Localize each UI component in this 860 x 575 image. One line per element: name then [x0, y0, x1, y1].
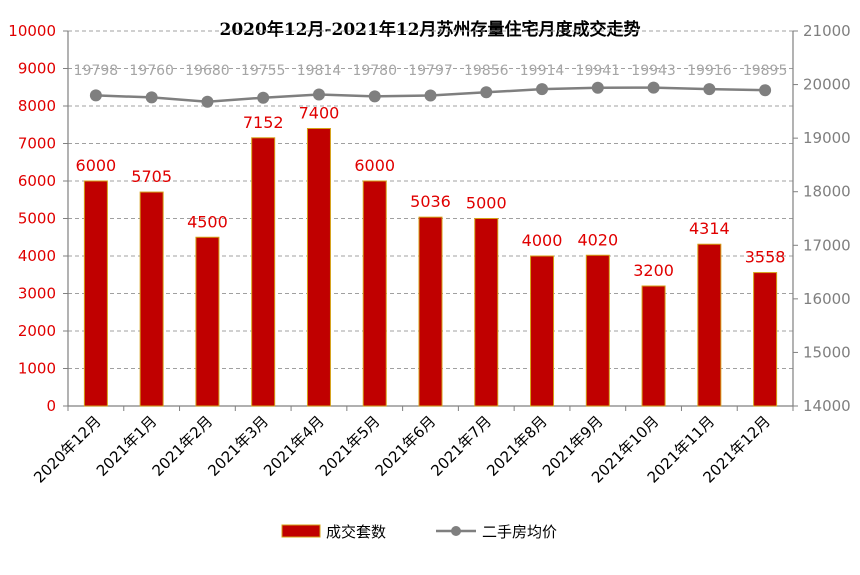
bar-value-label: 5705 [131, 167, 172, 186]
y-left-tick-label: 2000 [18, 322, 56, 340]
line-value-label: 19943 [631, 63, 676, 79]
line-point [480, 86, 493, 99]
data-labels: 6000 5705 4500 7152 7400 6000 5036 5000 4000 4020… [74, 63, 788, 280]
bar [362, 180, 387, 407]
line-point [312, 88, 325, 101]
line-point [89, 89, 102, 102]
chart-title: 2020年12月-2021年12月苏州存量住宅月度成交走势 [220, 19, 641, 40]
y-left-tick-label: 8000 [18, 97, 56, 115]
y-left-tick-label: 9000 [18, 60, 56, 78]
bar-value-label: 6000 [354, 156, 395, 175]
bar-value-label: 3200 [633, 261, 674, 280]
bar [530, 255, 555, 407]
line-value-label: 19760 [129, 63, 174, 79]
line-point [368, 90, 381, 103]
y-right-tick-label: 18000 [803, 183, 851, 201]
line-value-label: 19798 [74, 63, 119, 79]
bar-value-label: 5000 [466, 194, 507, 213]
bar-value-label: 4500 [187, 212, 228, 231]
y-left-tick-label: 10000 [8, 22, 56, 40]
legend-swatch-bar [281, 524, 321, 538]
y-right-tick-label: 21000 [803, 22, 851, 40]
line-value-label: 19755 [241, 63, 286, 79]
bar [697, 243, 722, 407]
y-right-tick-label: 17000 [803, 236, 851, 254]
y-left-tick-label: 5000 [18, 210, 56, 228]
bar [585, 254, 610, 407]
y-left-tick-label: 3000 [18, 285, 56, 303]
bar-value-label: 7400 [299, 104, 340, 123]
bar-value-label: 3558 [745, 248, 786, 267]
y-right-tick-label: 19000 [803, 129, 851, 147]
bar-value-label: 5036 [410, 192, 451, 211]
bar [251, 137, 276, 407]
y-left-tick-label: 4000 [18, 247, 56, 265]
bar [306, 128, 331, 407]
bar-value-label: 4000 [522, 231, 563, 250]
line-point [536, 83, 549, 96]
bar-series [83, 128, 778, 407]
y-left-tick-label: 1000 [18, 360, 56, 378]
legend-label-line: 二手房均价 [482, 523, 557, 541]
legend-marker [451, 526, 461, 536]
line-value-label: 19856 [464, 63, 509, 79]
bar [139, 191, 164, 407]
line-value-label: 19916 [687, 63, 732, 79]
y-right-tick-label: 20000 [803, 76, 851, 94]
bar [641, 285, 666, 407]
line-value-label: 19814 [297, 63, 342, 79]
line-value-label: 19797 [408, 63, 453, 79]
line-point [201, 95, 214, 108]
gridlines [68, 30, 793, 369]
line-value-label: 19914 [520, 63, 565, 79]
bar [195, 236, 220, 407]
line-point [647, 81, 660, 94]
y-right-tick-label: 15000 [803, 343, 851, 361]
y-left-tick-label: 6000 [18, 172, 56, 190]
line-point [759, 84, 772, 97]
bar-value-label: 4314 [689, 219, 730, 238]
bar [474, 218, 499, 407]
y-left-tick-label: 0 [46, 397, 56, 415]
y-left-tick-label: 7000 [18, 135, 56, 153]
line-series [89, 81, 772, 108]
bar-value-label: 6000 [76, 156, 117, 175]
line-point [424, 89, 437, 102]
bar-value-label: 4020 [577, 230, 618, 249]
bar [418, 216, 443, 407]
bar-value-label: 7152 [243, 113, 284, 132]
x-tick-label: 2020年12月 [30, 412, 104, 486]
y-right-tick-label: 14000 [803, 397, 851, 415]
bar [83, 180, 108, 407]
line-point [591, 81, 604, 94]
legend: 成交套数 二手房均价 [281, 523, 557, 541]
line-point [703, 83, 716, 96]
line-value-label: 19680 [185, 63, 230, 79]
bar [753, 272, 778, 407]
line-value-label: 19895 [743, 63, 788, 79]
legend-label-bar: 成交套数 [326, 523, 386, 541]
line-point [145, 91, 158, 104]
line-value-label: 19941 [576, 63, 621, 79]
line-value-label: 19780 [352, 63, 397, 79]
line-point [257, 91, 270, 104]
y-right-tick-label: 16000 [803, 290, 851, 308]
